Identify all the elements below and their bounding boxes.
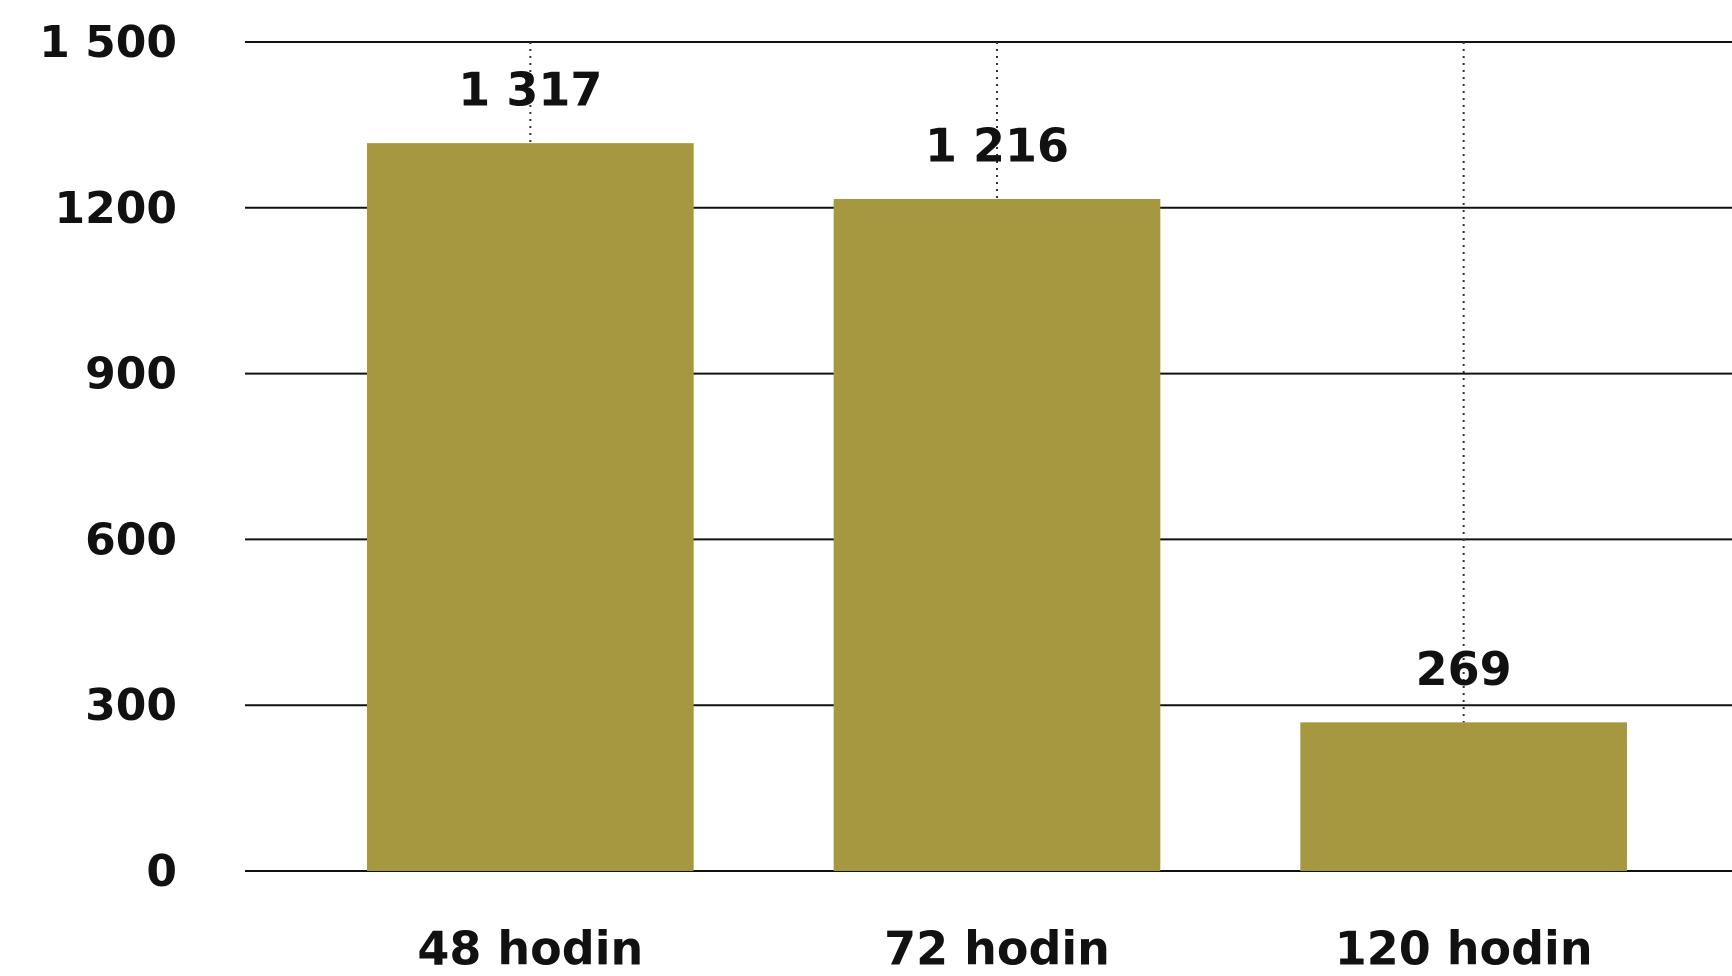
value-label: 1 317 xyxy=(458,63,602,117)
x-tick-label: 120 hodin xyxy=(1335,922,1593,976)
y-tick-label: 1 500 xyxy=(39,17,177,68)
value-label: 1 216 xyxy=(925,118,1069,172)
y-tick-label: 600 xyxy=(85,514,177,565)
bar xyxy=(367,143,694,871)
y-tick-label: 1200 xyxy=(55,183,177,234)
bar xyxy=(833,198,1161,871)
bar xyxy=(1300,722,1627,871)
x-tick-label: 48 hodin xyxy=(417,922,643,976)
x-tick-label: 72 hodin xyxy=(884,922,1110,976)
value-label: 269 xyxy=(1416,642,1512,696)
y-tick-label: 900 xyxy=(85,349,177,400)
y-tick-label: 0 xyxy=(146,846,177,897)
y-tick-label: 300 xyxy=(85,680,177,731)
